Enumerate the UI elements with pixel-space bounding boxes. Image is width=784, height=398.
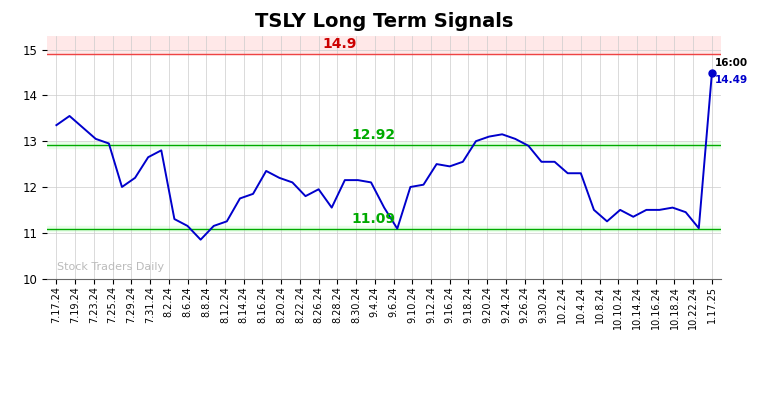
Bar [47, 226, 721, 231]
Bar [47, 36, 721, 54]
Text: 12.92: 12.92 [351, 128, 395, 142]
Bar [47, 142, 721, 148]
Text: 14.9: 14.9 [322, 37, 357, 51]
Title: TSLY Long Term Signals: TSLY Long Term Signals [255, 12, 514, 31]
Text: Stock Traders Daily: Stock Traders Daily [56, 262, 164, 272]
Text: 11.09: 11.09 [351, 212, 395, 226]
Text: 16:00: 16:00 [715, 58, 748, 68]
Text: 14.49: 14.49 [715, 75, 748, 85]
